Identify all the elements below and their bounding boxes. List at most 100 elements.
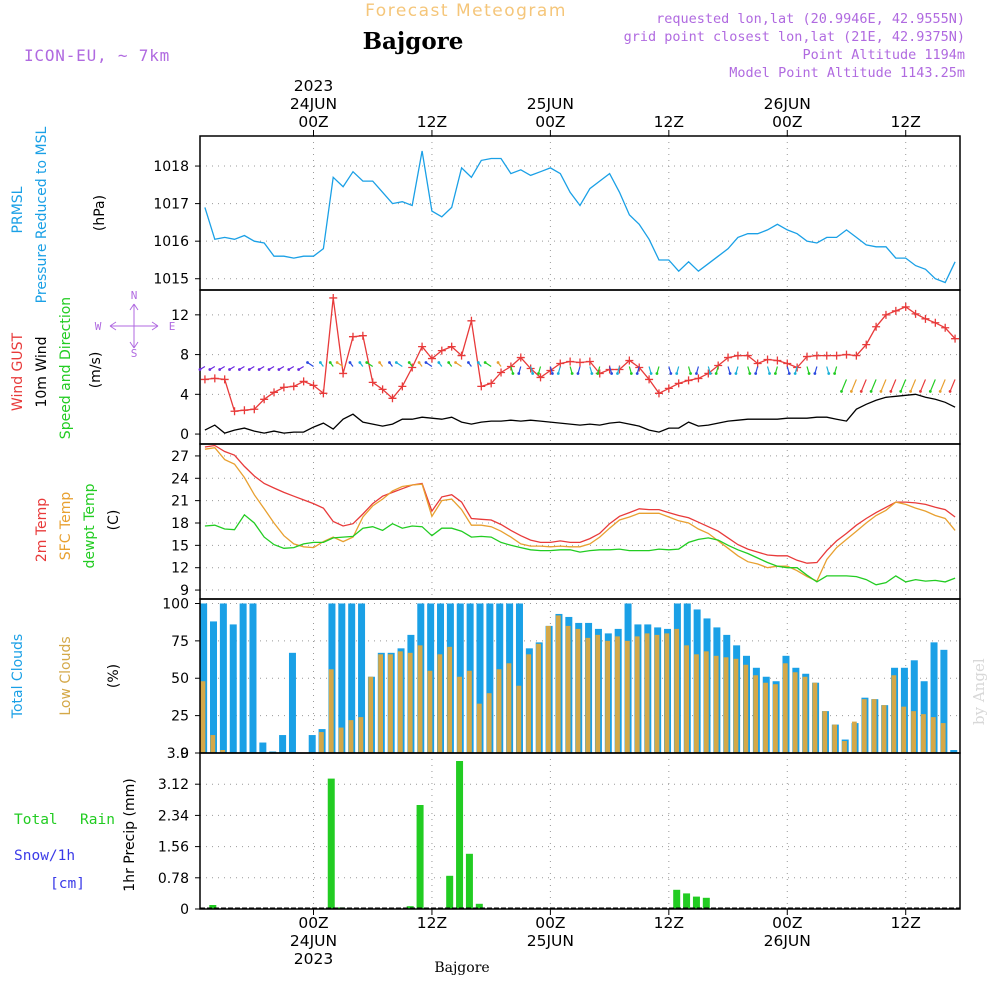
low-cloud-bar: [476, 703, 482, 753]
rain-bar: [465, 853, 473, 909]
low-cloud-bar: [713, 655, 719, 753]
low-cloud-bar: [753, 675, 759, 753]
gust-marker: [210, 374, 219, 383]
wind-arrowhead: [517, 372, 521, 375]
wind-arrowhead: [833, 372, 837, 375]
wind-arrow: [840, 379, 848, 392]
wind-arrowhead: [467, 361, 470, 364]
series-dewpt-temp-line: [204, 513, 956, 586]
low-cloud-bar: [605, 640, 611, 753]
y-tick-label: 9: [180, 583, 189, 599]
gust-marker: [842, 350, 851, 359]
precip-label-cm: [cm]: [50, 876, 85, 892]
low-cloud-bar: [921, 714, 926, 753]
precip-label-axis: 1hr Precip (mm): [122, 778, 138, 891]
gust-marker: [270, 388, 279, 397]
wind-arrowhead: [869, 390, 873, 393]
low-cloud-bar: [763, 682, 768, 753]
low-cloud-bar: [555, 615, 561, 753]
gust-marker: [536, 373, 545, 382]
wind-arrowhead: [748, 372, 752, 375]
wind-arrow: [939, 379, 946, 392]
wind-arrowhead: [889, 390, 893, 393]
wind-arrowhead: [556, 372, 560, 375]
panel-frame: [199, 752, 961, 910]
wind-arrowhead: [267, 368, 271, 371]
wind-arrowhead: [358, 361, 362, 364]
gust-marker: [872, 322, 881, 331]
low-cloud-bar: [348, 720, 354, 753]
y-tick-label: 24: [171, 471, 189, 487]
wind-arrowhead: [257, 368, 261, 371]
total-cloud-bar: [200, 603, 208, 753]
low-cloud-bar: [565, 625, 571, 753]
gust-marker: [753, 359, 762, 368]
cloud-label-low: Low Clouds: [58, 636, 74, 715]
total-cloud-bar: [358, 603, 366, 753]
panel-wind: 0 4 8 12: [171, 289, 961, 445]
low-cloud-bar: [486, 693, 492, 753]
temp-label-2m: 2m Temp: [34, 498, 50, 562]
low-cloud-bar: [881, 705, 887, 753]
compass-east: E: [169, 320, 176, 333]
bottom-time-label: 26JUN: [764, 932, 811, 950]
top-time-label: 00Z: [772, 113, 802, 131]
wind-arrow: [850, 379, 857, 392]
total-cloud-bar: [279, 735, 287, 753]
gust-marker: [941, 323, 950, 332]
series-prmsl-line: [204, 150, 956, 284]
low-cloud-bar: [397, 651, 403, 753]
total-cloud-bar: [229, 624, 237, 753]
low-cloud-bar: [644, 633, 650, 753]
low-cloud-bar: [812, 682, 818, 753]
wind-arrowhead: [695, 372, 698, 375]
wind-arrowhead: [570, 372, 574, 375]
wind-arrowhead: [787, 372, 791, 375]
top-time-label: 12Z: [417, 113, 447, 131]
low-cloud-bar: [634, 636, 640, 753]
gust-marker: [388, 394, 397, 403]
bottom-time-label: 00Z: [298, 914, 328, 932]
gust-marker: [724, 353, 733, 362]
gust-marker: [516, 353, 525, 362]
precip-label-snow: Snow/1h: [14, 848, 75, 864]
low-cloud-bar: [358, 717, 364, 753]
wind-arrowhead: [496, 361, 500, 364]
low-cloud-bar: [220, 750, 226, 753]
wind-arrow: [929, 379, 936, 392]
gust-marker: [556, 359, 565, 368]
wind-arrowhead: [596, 372, 600, 375]
cloud-label-unit: (%): [106, 664, 122, 688]
low-cloud-bar: [743, 664, 749, 753]
total-cloud-bar: [308, 735, 316, 753]
pressure-label-unit: (hPa): [92, 195, 108, 231]
gust-marker: [862, 340, 871, 349]
gust-marker: [339, 369, 348, 378]
rain-bar: [692, 896, 700, 909]
total-cloud-bar: [239, 603, 247, 753]
top-time-label: 12Z: [891, 113, 921, 131]
gust-marker: [566, 357, 575, 366]
wind-arrowhead: [537, 372, 540, 375]
low-cloud-bar: [417, 645, 423, 753]
y-tick-label: 1016: [153, 234, 189, 250]
bottom-time-label: 12Z: [417, 914, 447, 932]
rain-bar: [673, 889, 681, 909]
gust-marker: [378, 385, 387, 394]
gust-marker: [684, 376, 693, 385]
wind-arrowhead: [218, 368, 222, 371]
gust-marker: [309, 381, 318, 390]
wind-arrowhead: [610, 372, 614, 375]
bottom-time-label: 12Z: [654, 914, 684, 932]
y-tick-label: 2.34: [158, 808, 189, 824]
wind-arrowhead: [807, 372, 811, 375]
y-tick-label: 4: [180, 387, 189, 403]
top-time-label: 12Z: [654, 113, 684, 131]
gust-marker: [911, 309, 920, 318]
y-tick-label: 0.78: [158, 871, 189, 887]
wind-arrowhead: [247, 368, 251, 371]
gust-marker: [763, 355, 772, 364]
wind-arrowhead: [708, 372, 712, 375]
gust-marker: [289, 382, 298, 391]
wind-arrowhead: [793, 372, 797, 375]
